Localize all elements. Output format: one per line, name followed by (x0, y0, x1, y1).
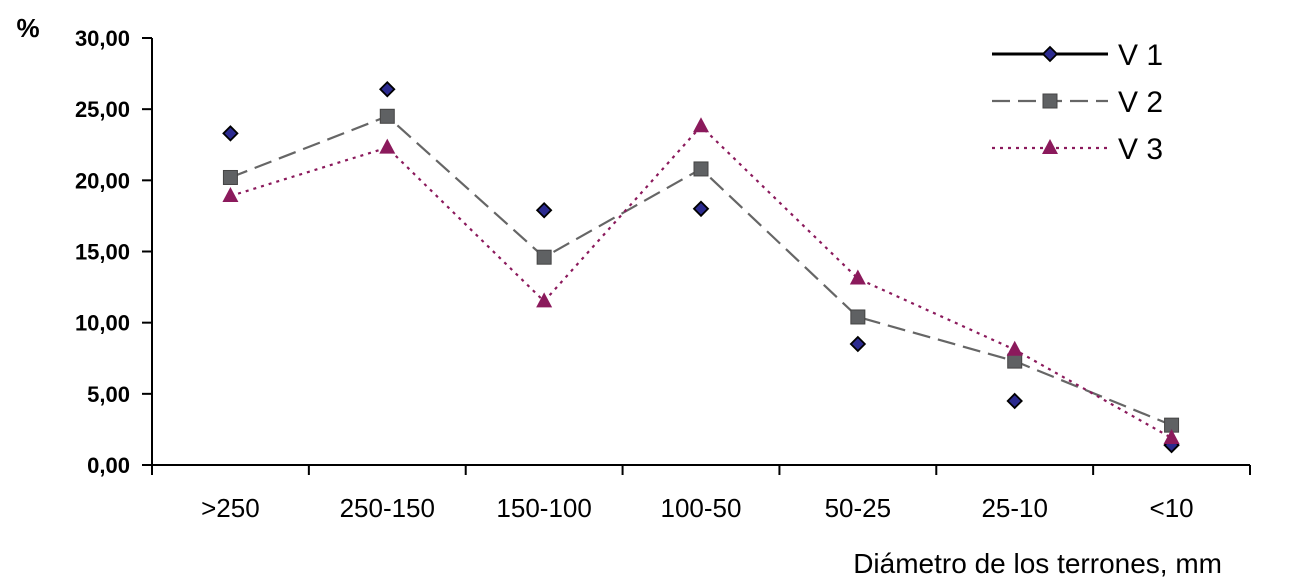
series-v1 (222, 80, 1180, 454)
data-point-v2 (850, 309, 866, 325)
data-point-v3 (222, 186, 239, 202)
data-point-v3 (379, 138, 396, 154)
data-point-v2 (1007, 353, 1023, 369)
data-point-v3 (693, 117, 709, 133)
data-point-v1 (692, 200, 710, 218)
y-tick-label: 15,00 (75, 240, 130, 265)
x-tick-label: 50-25 (825, 493, 892, 523)
legend-marker-v3 (1042, 139, 1058, 154)
series-v2 (222, 108, 1180, 433)
data-point-v1 (1006, 392, 1023, 410)
y-tick-label: 25,00 (75, 97, 130, 122)
y-tick-label: 30,00 (75, 26, 130, 51)
x-tick-label: <10 (1150, 493, 1194, 523)
data-point-v2 (379, 108, 395, 124)
legend-label-v2: V 2 (1118, 86, 1163, 119)
data-point-v2 (536, 249, 552, 265)
series-v3 (222, 117, 1180, 444)
y-tick-label: 20,00 (75, 168, 130, 193)
data-point-v1 (535, 201, 553, 219)
data-point-v2 (222, 169, 238, 185)
y-unit-label: % (16, 13, 39, 43)
data-point-v3 (536, 292, 553, 308)
y-tick-label: 10,00 (75, 311, 130, 336)
x-tick-label: 25-10 (981, 493, 1048, 523)
legend-label-v1: V 1 (1118, 39, 1163, 72)
y-axis: 0,00 5,00 10,00 15,00 20,00 25,00 30,00 (75, 26, 153, 478)
y-tick-label: 5,00 (87, 382, 130, 407)
x-axis-title-unit: , mm (1160, 548, 1222, 579)
x-axis-title: Diámetro de los terrones, mm (853, 548, 1222, 579)
x-axis: >250 250-150 150-100 100-50 50-25 25-10 <10 (151, 464, 1251, 523)
data-point-v1 (379, 80, 396, 98)
data-point-v3 (1006, 340, 1023, 356)
x-tick-label: 250-150 (340, 493, 435, 523)
legend-label-v3: V 3 (1118, 133, 1163, 166)
y-tick-label: 0,00 (87, 453, 130, 478)
legend: V 1 V 2 V 3 (992, 39, 1163, 166)
data-point-v1 (849, 335, 867, 353)
x-tick-label: 150-100 (496, 493, 591, 523)
legend-marker-v1 (1041, 45, 1059, 63)
x-tick-label: >250 (201, 493, 260, 523)
x-axis-title-text: Diámetro de los terrones (853, 548, 1160, 579)
data-point-v2 (693, 161, 709, 177)
data-point-v3 (849, 269, 866, 285)
x-tick-label: 100-50 (661, 493, 742, 523)
legend-marker-v2 (1042, 93, 1058, 109)
series-layer (222, 80, 1180, 454)
data-point-v1 (222, 125, 239, 142)
data-point-v3 (1163, 428, 1180, 444)
